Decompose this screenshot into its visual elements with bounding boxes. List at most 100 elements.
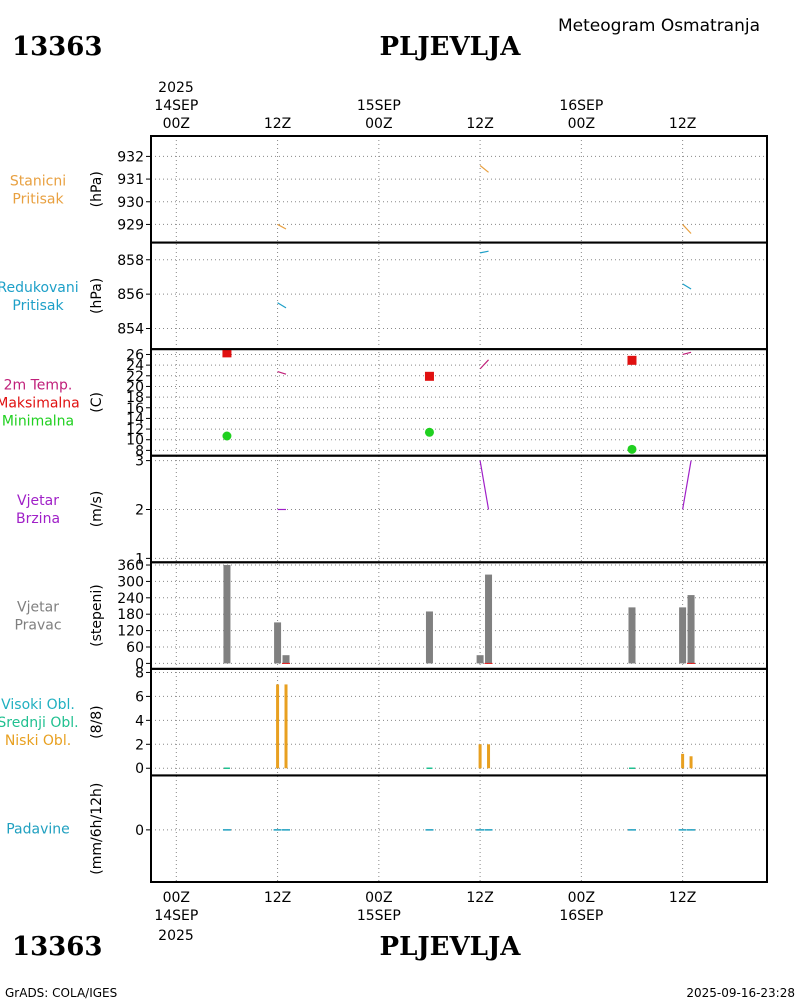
data-bar <box>478 744 482 769</box>
panel-label: Pritisak <box>12 191 64 207</box>
y-axis-label: (C) <box>89 392 105 413</box>
chart-title: Meteogram Osmatranja <box>558 16 760 36</box>
x-tick-label-top: 00Z <box>568 116 595 132</box>
data-bar <box>679 607 687 664</box>
y-tick-label: 24 <box>126 358 144 374</box>
panel-label: Vjetar <box>17 493 59 509</box>
x-tick-label-bottom: 00Z <box>163 890 190 906</box>
panel-label: 2m Temp. <box>4 377 73 393</box>
x-tick-label-top: 00Z <box>163 116 190 132</box>
data-bar <box>687 595 695 664</box>
y-tick-label: 3 <box>135 454 144 470</box>
y-axis-label: (m/s) <box>89 491 105 528</box>
panel-frame <box>150 561 768 670</box>
y-tick-label: 240 <box>117 591 144 607</box>
series-segment <box>682 283 692 290</box>
y-axis-label: (hPa) <box>89 278 105 314</box>
y-tick-label: 4 <box>135 713 144 729</box>
y-tick-label: 929 <box>117 217 144 233</box>
x-tick-label-bottom: 00Z <box>365 890 392 906</box>
panel-frame <box>150 241 768 351</box>
data-bar <box>282 655 290 664</box>
data-bar <box>485 574 493 664</box>
y-axis-label: (hPa) <box>89 171 105 207</box>
x-date-label-top: 16SEP <box>559 98 603 114</box>
data-bar <box>476 655 484 664</box>
data-bar <box>223 565 231 664</box>
y-tick-label: 2 <box>135 737 144 753</box>
station-name: PLJEVLJA <box>380 32 522 62</box>
x-tick-label-bottom: 00Z <box>568 890 595 906</box>
y-tick-label: 854 <box>117 322 144 338</box>
panel-label: Pritisak <box>12 298 64 314</box>
y-tick-label: 8 <box>135 443 144 459</box>
year-label-bottom: 2025 <box>158 928 194 944</box>
panel-p1: 929 930 931 932 Stanicni Pritisak (hPa) <box>10 135 768 244</box>
series-segment <box>479 359 489 370</box>
panel-label: Vjetar <box>17 600 59 616</box>
y-tick-label: 1 <box>135 551 144 567</box>
data-bar <box>681 753 685 769</box>
x-date-label-top: 15SEP <box>357 98 401 114</box>
y-tick-label: 856 <box>117 287 144 303</box>
x-tick-label-bottom: 12Z <box>466 890 493 906</box>
panel-label: Minimalna <box>2 413 74 429</box>
y-tick-label: 6 <box>135 689 144 705</box>
panel-label: Brzina <box>16 511 60 527</box>
tmin-marker <box>627 444 637 454</box>
y-tick-label: 2 <box>135 502 144 518</box>
y-tick-label: 14 <box>126 411 144 427</box>
series-segment <box>479 460 490 510</box>
y-tick-label: 120 <box>117 624 144 640</box>
y-tick-label: 12 <box>126 422 144 438</box>
y-tick-label: 10 <box>126 433 144 449</box>
series-segment <box>277 223 287 230</box>
y-tick-label: 300 <box>117 574 144 590</box>
y-tick-label: 932 <box>117 149 144 165</box>
data-bar <box>276 684 280 769</box>
panel-label: Visoki Obl. <box>1 697 75 713</box>
panel-label: Maksimalna <box>0 395 80 411</box>
timestamp-text: 2025-09-16-23:28 <box>686 986 795 1000</box>
data-bar <box>284 684 288 769</box>
y-axis-label: (8/8) <box>89 705 105 738</box>
credit-text: GrADS: COLA/IGES <box>5 986 117 1000</box>
y-tick-label: 8 <box>135 665 144 681</box>
x-tick-label-bottom: 12Z <box>669 890 696 906</box>
y-tick-label: 16 <box>126 401 144 417</box>
panel-label: Srednji Obl. <box>0 715 79 731</box>
panel-label: Stanicni <box>10 173 66 189</box>
data-bar <box>628 607 636 664</box>
tmax-marker <box>424 371 434 381</box>
y-tick-label: 0 <box>135 823 144 839</box>
y-tick-label: 20 <box>126 379 144 395</box>
panel-p6: 0 2 4 6 8 Visoki Obl. Srednji Obl. Niski Obl. (8… <box>0 665 768 777</box>
tmin-marker <box>424 427 434 437</box>
y-tick-label: 0 <box>135 761 144 777</box>
panel-label: Padavine <box>6 822 70 838</box>
series-segment <box>682 460 692 510</box>
y-tick-label: 26 <box>126 347 144 363</box>
y-tick-label: 360 <box>117 558 144 574</box>
panel-p2: 854 856 858 Redukovani Pritisak (hPa) <box>0 241 768 351</box>
series-segment <box>682 224 692 234</box>
x-date-label-top: 14SEP <box>154 98 198 114</box>
data-bar <box>274 622 282 664</box>
tmin-marker <box>222 431 232 441</box>
panel-p7: 0 Padavine (mm/6h/12h) <box>6 774 768 884</box>
station-id: 13363 <box>12 32 102 62</box>
y-tick-label: 180 <box>117 607 144 623</box>
y-axis-label: (stepeni) <box>89 584 105 647</box>
station-id-bottom: 13363 <box>12 932 102 962</box>
series-segment <box>277 302 287 309</box>
panel-frame <box>150 667 768 777</box>
x-tick-label-top: 12Z <box>264 116 291 132</box>
data-bar <box>487 744 491 769</box>
series-segment <box>479 250 489 254</box>
panel-label: Niski Obl. <box>5 733 71 749</box>
x-tick-label-top: 12Z <box>466 116 493 132</box>
y-tick-label: 858 <box>117 253 144 269</box>
x-tick-label-top: 00Z <box>365 116 392 132</box>
